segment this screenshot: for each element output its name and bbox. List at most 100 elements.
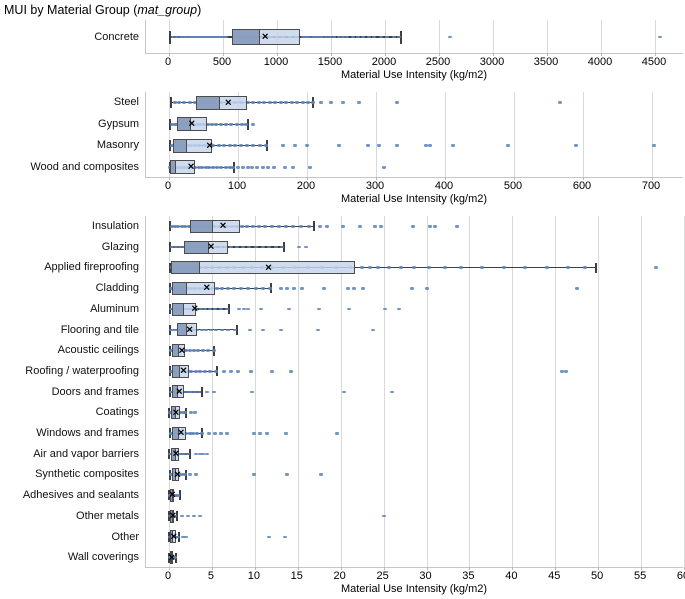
mean-marker: ✕ (179, 365, 188, 376)
data-point (251, 144, 256, 148)
data-point (226, 328, 231, 332)
tick-mark (493, 53, 494, 56)
box (170, 530, 176, 544)
x-axis-title: Material Use Intensity (kg/m2) (340, 193, 488, 205)
box (172, 281, 216, 295)
x-axis-tick-label: 50 (591, 569, 604, 582)
x-axis-tick-label: 35 (462, 569, 475, 582)
data-point (182, 452, 187, 456)
box-row: Glazing ✕ (102, 237, 683, 258)
category-label: Steel (113, 96, 139, 108)
data-point (257, 225, 262, 228)
data-point (172, 101, 177, 105)
data-point (250, 165, 255, 169)
tick-mark (376, 177, 377, 180)
x-axis-tick-row: 0 5 10 15 20 25 30 35 40 45 50 55 60 (145, 568, 685, 583)
data-point (264, 432, 269, 435)
tick-mark (211, 566, 213, 570)
data-point (196, 349, 201, 352)
x-axis-tick-label: 100 (227, 180, 247, 192)
data-point (566, 266, 571, 270)
category-label: Glazing (101, 240, 139, 253)
data-point (342, 390, 347, 394)
mean-marker: ✕ (187, 161, 195, 172)
box-lower-segment (172, 345, 179, 357)
data-point (397, 307, 402, 311)
data-point (356, 101, 361, 105)
data-point (211, 349, 216, 352)
x-axis-tick-label: 0 (164, 56, 172, 68)
box (170, 406, 181, 420)
data-point (233, 328, 238, 332)
data-point (412, 266, 417, 270)
data-point (173, 556, 177, 559)
box-row: Doors and frames ✕ (52, 382, 683, 403)
gridline (376, 92, 377, 177)
data-point (583, 266, 588, 270)
box (169, 488, 175, 502)
mean-marker: ✕ (177, 427, 185, 438)
box-lower-segment (171, 161, 177, 174)
data-point (332, 35, 337, 39)
data-point (193, 165, 198, 169)
box-lower-segment (170, 552, 173, 564)
data-point (245, 165, 250, 169)
data-point (197, 514, 202, 518)
data-point (386, 266, 391, 270)
data-point (201, 349, 206, 352)
plot-area: Steel ✕ Gypsum ✕ Masonry ✕ Wood and composites… (30, 92, 683, 180)
data-point (204, 390, 209, 394)
data-point (187, 101, 192, 105)
box-row: Other ✕ (111, 527, 683, 548)
tick-mark (254, 566, 256, 570)
data-point (183, 411, 188, 414)
data-point (366, 35, 371, 39)
box-lower-segment (172, 469, 176, 481)
data-point (427, 266, 432, 270)
x-axis-tick-label: 2000 (371, 56, 397, 68)
data-point (379, 225, 383, 228)
data-point (213, 122, 218, 126)
category-label: Adhesives and sealants (22, 489, 139, 502)
data-point (174, 494, 179, 497)
category-label: Windows and frames (36, 427, 139, 439)
data-point (178, 35, 183, 39)
data-point (179, 452, 184, 456)
data-point (186, 225, 191, 228)
data-point (560, 369, 565, 373)
gridline (383, 216, 385, 567)
data-point (268, 287, 273, 290)
data-point (313, 35, 318, 39)
data-point (282, 535, 287, 539)
x-axis-tick-label: 20 (333, 569, 346, 582)
data-point (262, 101, 267, 105)
data-point (219, 165, 224, 169)
box (176, 323, 198, 337)
data-point (409, 287, 414, 290)
data-point (204, 452, 209, 456)
data-point (574, 144, 579, 148)
data-point (234, 245, 239, 249)
boxplot-panel-structure: Steel ✕ Gypsum ✕ Masonry ✕ Wood and composites… (0, 92, 685, 208)
category-label: Masonry (96, 139, 139, 151)
data-point (176, 494, 181, 497)
box-row: Concrete ✕ (94, 20, 683, 54)
data-point (506, 144, 511, 148)
box (172, 302, 196, 316)
box-lower-segment (173, 365, 181, 377)
data-point (203, 165, 208, 169)
tick-mark (641, 566, 643, 570)
box (171, 385, 185, 399)
data-point (280, 144, 285, 148)
mean-marker: ✕ (224, 97, 233, 108)
gridline (297, 216, 299, 567)
mean-marker: ✕ (219, 220, 227, 231)
box (171, 468, 180, 482)
mean-marker: ✕ (168, 489, 177, 500)
data-point (221, 369, 226, 373)
gridline (340, 216, 342, 567)
data-point (263, 225, 268, 228)
whisker-cap-high (313, 221, 316, 232)
data-point (397, 35, 402, 39)
